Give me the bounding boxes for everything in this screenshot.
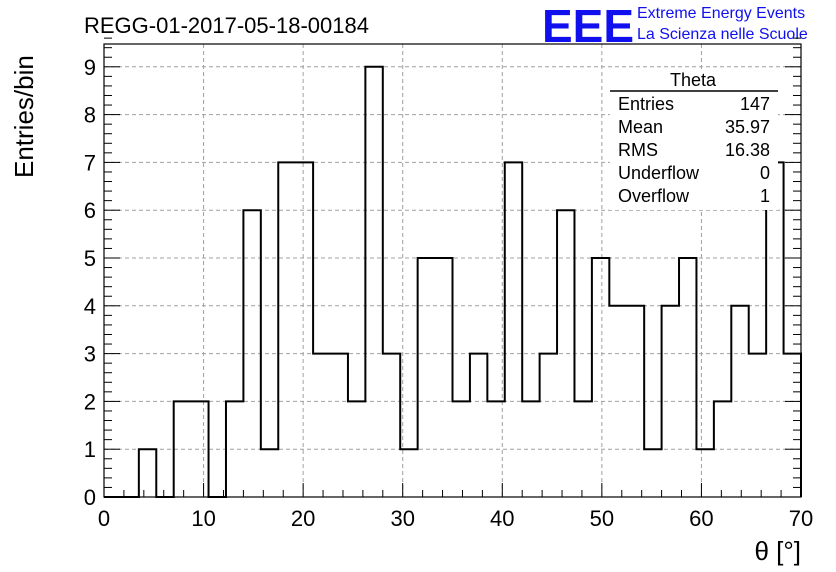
chart-title: REGG-01-2017-05-18-00184 (84, 13, 369, 38)
x-axis-title: θ [°] (754, 536, 801, 566)
grid-lines (104, 44, 801, 497)
histogram-bin-37 (749, 354, 766, 497)
histogram-bin-15 (365, 67, 382, 497)
histogram-bin-19 (435, 258, 452, 497)
histogram-bin-10 (278, 162, 295, 497)
stats-box-background (610, 70, 778, 210)
y-tick-label-1: 1 (84, 437, 96, 462)
histogram-bin-23 (505, 162, 522, 497)
histogram-bin-34 (696, 449, 713, 497)
x-tick-label-20: 20 (291, 506, 315, 531)
stats-label-rms: RMS (618, 140, 658, 160)
eee-logo-mark: EEE (542, 0, 634, 52)
stats-box-title: Theta (670, 70, 717, 90)
stats-box-rows: Entries 147 Mean 35.97 RMS 16.38 Underflow 0 Ove… (618, 94, 770, 206)
histogram-outline (104, 65, 802, 498)
x-tick-label-70: 70 (789, 506, 813, 531)
x-tick-label-30: 30 (390, 506, 414, 531)
y-tick-label-7: 7 (84, 150, 96, 175)
x-tick-label-60: 60 (689, 506, 713, 531)
stats-value-rms: 16.38 (725, 140, 770, 160)
x-tick-label-40: 40 (490, 506, 514, 531)
histogram-bars (104, 65, 802, 498)
y-axis-title: Entries/bin (9, 55, 39, 178)
histogram-bin-25 (540, 354, 557, 497)
histogram-bin-31 (644, 449, 661, 497)
stats-value-entries: 147 (740, 94, 770, 114)
eee-logo-line2: La Scienza nelle Scuole (637, 26, 808, 43)
stats-label-entries: Entries (618, 94, 674, 114)
eee-logo-line1: Extreme Energy Events (637, 5, 805, 22)
histogram-bin-18 (418, 258, 435, 497)
histogram-bin-38 (766, 162, 783, 497)
y-tick-label-2: 2 (84, 389, 96, 414)
x-tick-label-0: 0 (98, 506, 110, 531)
stats-value-mean: 35.97 (725, 117, 770, 137)
y-tick-label-8: 8 (84, 103, 96, 128)
histogram-bin-21 (470, 354, 487, 497)
histogram-bin-39 (784, 354, 801, 497)
y-tick-label-5: 5 (84, 246, 96, 271)
histogram-bin-33 (679, 258, 696, 497)
histogram-bin-12 (313, 354, 330, 497)
stats-value-underflow: 0 (760, 163, 770, 183)
stats-value-overflow: 1 (760, 186, 770, 206)
histogram-bin-13 (331, 354, 348, 497)
y-tick-label-9: 9 (84, 55, 96, 80)
y-tick-label-3: 3 (84, 342, 96, 367)
stats-label-underflow: Underflow (618, 163, 700, 183)
plot-frame (103, 43, 802, 498)
y-tick-label-0: 0 (84, 485, 96, 510)
stats-box: Theta Entries 147 Mean 35.97 RMS 16.38 Underfl… (610, 70, 778, 210)
histogram-bin-2 (139, 449, 156, 497)
eee-logo: EEE Extreme Energy Events La Scienza nel… (542, 0, 808, 52)
y-tick-label-4: 4 (84, 294, 96, 319)
x-tick-label-10: 10 (191, 506, 215, 531)
histogram-bin-9 (261, 449, 278, 497)
y-tick-label-6: 6 (84, 198, 96, 223)
stats-label-mean: Mean (618, 117, 663, 137)
histogram-bin-28 (592, 258, 609, 497)
x-tick-label-50: 50 (590, 506, 614, 531)
histogram-bin-16 (383, 354, 400, 497)
histogram-bin-36 (731, 306, 748, 497)
stats-label-overflow: Overflow (618, 186, 690, 206)
axis-ticks (103, 37, 802, 498)
histogram-bin-11 (296, 162, 313, 497)
